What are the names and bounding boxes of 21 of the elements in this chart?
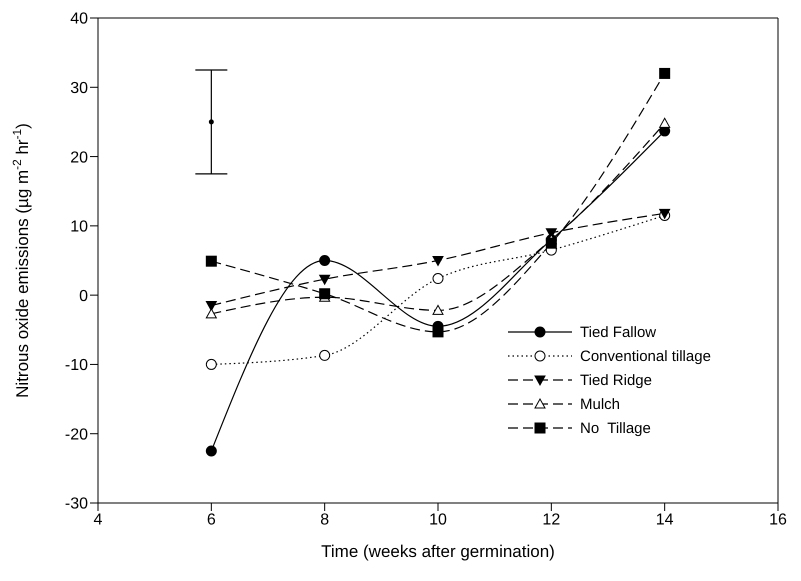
y-tick-label: -20 bbox=[64, 426, 88, 444]
y-tick-label: -30 bbox=[64, 496, 88, 513]
legend-label: Tied Fallow bbox=[580, 324, 656, 340]
x-tick-label: 6 bbox=[206, 511, 216, 528]
x-axis-title: Time (weeks after germination) bbox=[321, 542, 555, 561]
x-tick-label: 10 bbox=[429, 511, 447, 528]
x-tick-label: 4 bbox=[94, 511, 103, 528]
x-tick-label: 16 bbox=[769, 511, 787, 528]
legend-label: Tied Ridge bbox=[580, 372, 652, 388]
x-tick-label: 12 bbox=[542, 511, 560, 528]
y-tick-label: -10 bbox=[64, 357, 88, 374]
x-tick-label: 8 bbox=[320, 511, 330, 528]
y-tick-label: 30 bbox=[70, 80, 88, 97]
legend-label: Conventional tillage bbox=[580, 348, 711, 364]
y-tick-label: 10 bbox=[70, 218, 88, 236]
legend-label: No Tillage bbox=[580, 420, 651, 436]
x-tick-label: 14 bbox=[656, 511, 674, 528]
y-tick-label: 20 bbox=[70, 149, 88, 166]
y-tick-label: 40 bbox=[70, 10, 88, 28]
legend-label: Mulch bbox=[580, 396, 620, 412]
y-tick-label: 0 bbox=[79, 288, 88, 305]
